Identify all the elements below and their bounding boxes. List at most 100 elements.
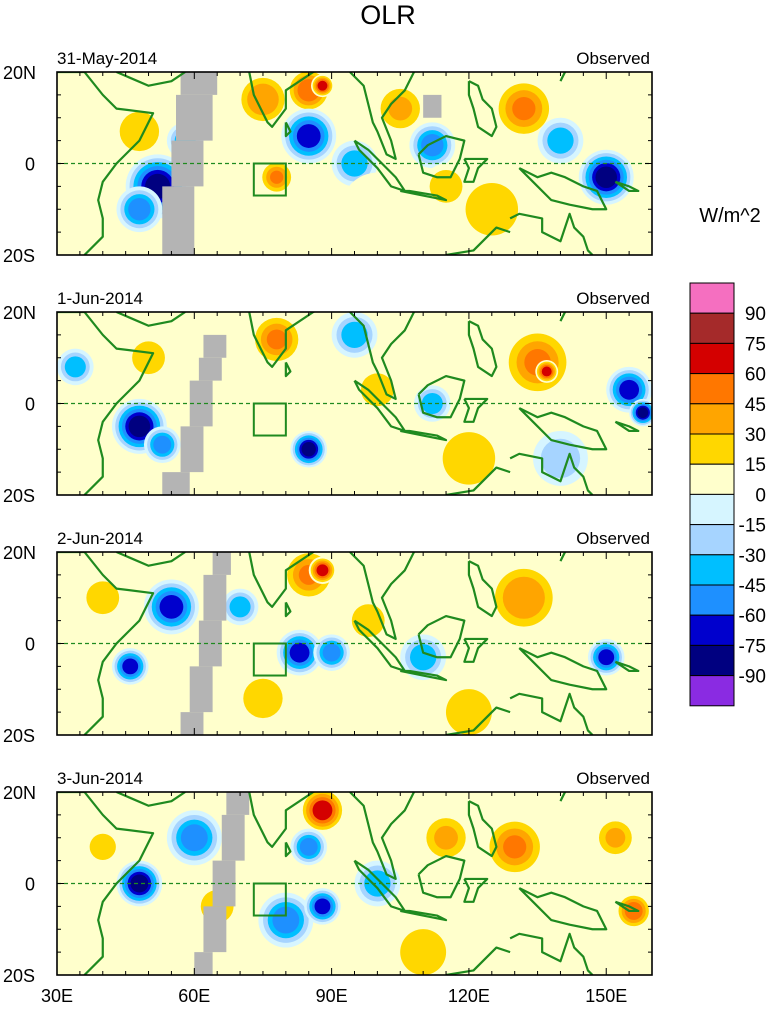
coastline [284,601,292,618]
colorbar-label: -15 [739,516,766,537]
contour-level [358,610,379,631]
contour-level [318,566,327,575]
contour-level [127,119,152,144]
anomaly-feature [414,385,451,422]
index-box [252,882,287,917]
coastline [509,212,594,255]
contour-level [133,877,146,890]
contour-level [302,841,315,853]
coastline [614,900,640,913]
chart-title: OLR [360,0,416,30]
coastline [57,312,155,495]
contour-level [163,598,180,615]
coastline [509,452,594,495]
coastline [217,312,316,369]
colorbar-swatch [689,342,735,375]
anomaly-feature [235,670,291,726]
anomaly-feature [276,629,323,676]
anomaly-feature [258,892,314,948]
anomaly-feature [143,579,199,635]
anomaly-feature [482,814,547,879]
colorbar-swatch [689,463,735,495]
contour-level [543,368,551,375]
anomaly-feature [372,81,428,137]
contour-level [92,587,113,608]
colorbar-label: -90 [739,667,766,688]
y-tick-label: 20S [3,246,35,266]
coastline [417,614,466,659]
panels: 31-May-2014 Observed 20N 0 20S 1-Jun-2014 Obse… [3,49,653,986]
coastline [349,312,415,401]
coastline [400,189,448,202]
contour-level [148,177,167,196]
contour-level [94,838,111,855]
colorbar-label: 75 [745,334,766,355]
anomaly-feature [281,108,337,164]
contour-level [510,584,538,612]
x-axis: 30E 60E 90E 120E 150E [41,986,627,1006]
coastline [116,552,186,567]
missing-data-block [176,94,213,141]
missing-data-block [198,357,222,381]
colorbar-swatch [689,282,735,314]
index-box [252,162,287,197]
coastline [559,72,567,82]
anomaly-feature [500,325,575,399]
y-tick-label: 0 [25,875,35,895]
anomaly-feature [311,74,334,98]
anomaly-feature [535,360,559,383]
y-tick-label: 0 [25,635,35,655]
anomaly-feature [116,860,163,907]
coastline [463,157,489,183]
anomaly-feature [629,398,652,427]
anomaly-feature [592,814,639,861]
coastline [467,560,498,618]
anomaly-feature [308,556,337,585]
colorbar-swatch [689,524,735,556]
contour-level [455,698,483,727]
panel-status-label: Observed [576,529,650,548]
anomaly-feature [455,172,529,246]
contour-level [388,96,413,121]
missing-data-block [203,334,227,358]
y-tick-label: 20N [3,303,36,323]
missing-data-block [212,860,236,907]
panel-status-label: Observed [576,769,650,788]
contour-level [622,383,636,397]
contour-level [325,646,338,659]
coastline [400,669,448,682]
colorbar-swatch [689,373,735,405]
anomaly-feature [235,72,291,127]
y-tick-label: 0 [25,155,35,175]
panel-3: 2-Jun-2014 Observed 20N 0 20S [3,529,653,746]
panel-date: 1-Jun-2014 [57,289,143,308]
contour-level [409,938,438,967]
coastline [445,946,511,975]
anomaly-feature [116,186,163,233]
coastline [349,552,415,641]
contour-level [292,645,307,660]
missing-data-block [203,906,227,953]
missing-data-block [189,666,213,713]
coastline [559,312,567,322]
coastline [467,800,498,858]
coastline [57,72,155,255]
panel-4: 3-Jun-2014 Observed 20N 0 20S [3,769,653,986]
contour-level [552,132,569,149]
coastline [445,226,511,255]
anomaly-feature [221,588,259,626]
panel-date: 3-Jun-2014 [57,769,143,788]
coastline [518,887,608,931]
anomaly-feature [578,149,634,205]
contour-level [512,96,536,121]
anomaly-feature [299,792,346,834]
coastline [400,909,448,922]
coastline [467,80,498,138]
anomaly-feature [304,888,341,925]
y-tick-label: 20N [3,783,36,803]
colorbar-swatch [689,644,735,677]
colorbar-label: 30 [745,425,766,446]
colorbar-label: 60 [745,365,766,386]
coastline [518,647,608,691]
